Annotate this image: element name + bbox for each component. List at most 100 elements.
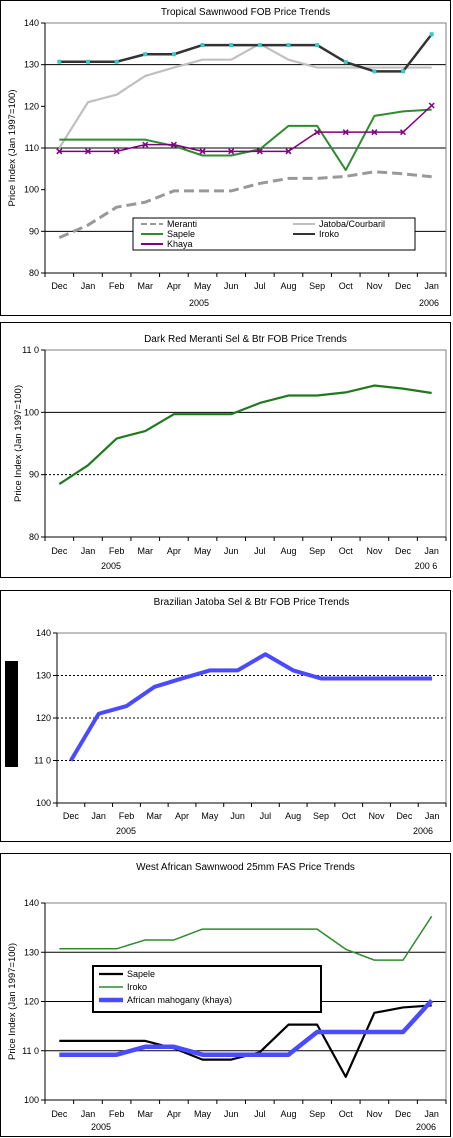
y-tick-label: 11 0 (22, 1046, 39, 1056)
x-tick-label: Aug (280, 546, 296, 556)
y-tick-label: 90 (29, 226, 39, 236)
chart-title: Dark Red Meranti Sel & Btr FOB Price Tre… (144, 334, 347, 345)
y-tick-label: 80 (29, 532, 39, 542)
data-point (170, 141, 177, 148)
x-tick-label: Nov (366, 546, 383, 556)
x-tick-label: Jan (424, 546, 439, 556)
year-label: 2005 (101, 561, 121, 571)
y-tick-label: 80 (29, 268, 39, 278)
chart-west-african-sawnwood: West African Sawnwood 25mm FAS Price Tre… (7, 862, 447, 1132)
legend-label: Iroko (127, 982, 147, 992)
y-tick-label: 120 (24, 997, 39, 1007)
data-point (343, 60, 348, 65)
x-tick-label: May (201, 811, 219, 821)
x-tick-label: Jan (425, 811, 440, 821)
y-tick-label: 120 (24, 101, 39, 111)
x-tick-label: Dec (63, 811, 80, 821)
x-tick-label: Feb (109, 281, 125, 291)
series-line-iroko (59, 915, 433, 961)
y-tick-label: 120 (36, 713, 51, 723)
x-tick-label: Dec (395, 546, 412, 556)
x-tick-label: Dec (395, 281, 412, 291)
x-tick-label: Apr (167, 281, 181, 291)
legend-label: Jatoba/Courbaril (319, 219, 385, 229)
x-tick-label: Aug (280, 1109, 296, 1119)
x-tick-label: Sep (309, 1109, 325, 1119)
y-tick-label: 100 (24, 407, 39, 417)
y-tick-label: 11 0 (22, 345, 39, 355)
x-tick-label: May (194, 281, 212, 291)
x-tick-label: Feb (119, 811, 135, 821)
x-tick-label: Mar (138, 281, 154, 291)
data-point (372, 69, 377, 74)
x-tick-label: Apr (167, 546, 181, 556)
y-tick-label: 100 (36, 798, 51, 808)
data-point (257, 43, 262, 48)
chart-title: Brazilian Jatoba Sel & Btr FOB Price Tre… (154, 597, 350, 608)
year-label: 2005 (189, 298, 209, 308)
chart-dark-red-meranti: Dark Red Meranti Sel & Btr FOB Price Tre… (13, 334, 447, 571)
x-tick-label: Dec (395, 1109, 412, 1119)
x-tick-label: May (194, 1109, 212, 1119)
x-tick-label: Feb (109, 546, 125, 556)
data-point (85, 59, 90, 64)
x-tick-label: Jul (254, 546, 266, 556)
data-point (315, 43, 320, 48)
y-tick-label: 140 (36, 628, 51, 638)
chart-panel-tropical: Tropical Sawnwood FOB Price Trends 80 90 10… (0, 0, 451, 316)
y-tick-label: 100 (24, 1095, 39, 1105)
legend-box (132, 217, 416, 251)
data-point (229, 43, 234, 48)
year-label: 2006 (419, 298, 439, 308)
x-tick-label: Aug (285, 811, 301, 821)
x-tick-label: Oct (339, 1109, 354, 1119)
y-tick-label: 130 (24, 947, 39, 957)
data-point (401, 69, 406, 74)
legend-label: African mahogany (khaya) (127, 995, 232, 1005)
data-point (84, 148, 91, 155)
x-tick-label: Dec (396, 811, 413, 821)
data-point (429, 32, 434, 37)
x-tick-label: Apr (167, 1109, 181, 1119)
data-point (256, 148, 263, 155)
year-label: 2005 (91, 1122, 111, 1132)
x-tick-label: Aug (280, 281, 296, 291)
black-bar-decoration (5, 661, 18, 767)
data-point (113, 148, 120, 155)
x-tick-label: Jan (81, 1109, 96, 1119)
x-tick-label: Jan (91, 811, 106, 821)
legend-label: Khaya (167, 239, 193, 249)
year-label: 2005 (116, 826, 136, 836)
y-tick-label: 110 (25, 143, 39, 153)
y-tick-label: 100 (24, 185, 39, 195)
legend-label: Sapele (127, 969, 155, 979)
x-tick-label: Nov (366, 281, 383, 291)
x-tick-label: Apr (175, 811, 189, 821)
x-tick-label: Oct (342, 811, 357, 821)
series-line-jatoba-courbaril (58, 42, 432, 149)
x-tick-label: Jun (224, 281, 239, 291)
y-tick-label: 140 (24, 898, 39, 908)
legend-label: Iroko (319, 229, 339, 239)
y-tick-label: 11 0 (34, 756, 51, 766)
data-point (142, 141, 149, 148)
series-line-sapele (59, 1004, 432, 1078)
chart-brazilian-jatoba: Brazilian Jatoba Sel & Btr FOB Price Tre… (34, 597, 447, 836)
x-tick-label: Jul (254, 1109, 266, 1119)
x-tick-label: Dec (51, 1109, 68, 1119)
data-point (428, 102, 435, 109)
chart-tropical-sawnwood: Tropical Sawnwood FOB Price Trends 80 90 10… (7, 7, 447, 308)
x-tick-label: Oct (339, 281, 354, 291)
series-line-khaya (59, 104, 433, 153)
chart-title: Tropical Sawnwood FOB Price Trends (161, 7, 330, 18)
chart-panel-west-african: West African Sawnwood 25mm FAS Price Tre… (0, 853, 451, 1137)
year-label: 200 6 (415, 561, 438, 571)
y-axis-title: Price Index (Jan 1997=100) (7, 90, 18, 207)
x-tick-label: Nov (366, 1109, 383, 1119)
year-label: 2006 (413, 826, 433, 836)
data-point (114, 59, 119, 64)
data-point (199, 148, 206, 155)
data-point (57, 59, 62, 64)
y-tick-label: 140 (24, 18, 39, 28)
y-axis-title: Price Index (Jan 1997=100) (7, 943, 18, 1060)
